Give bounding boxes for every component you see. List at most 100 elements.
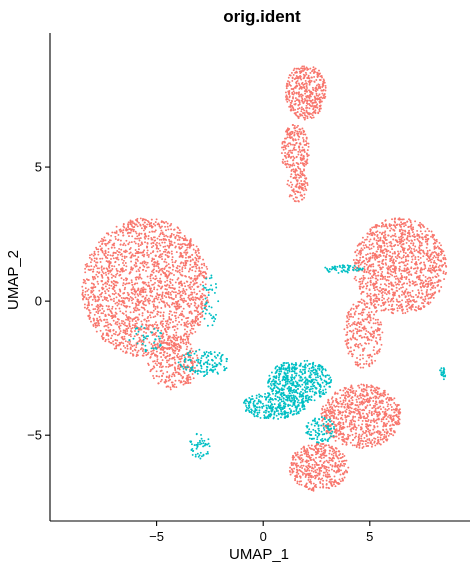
scatter-point <box>173 350 176 352</box>
scatter-point <box>134 309 137 312</box>
scatter-point <box>358 401 361 404</box>
scatter-point <box>373 238 376 241</box>
scatter-point <box>360 277 363 280</box>
scatter-point <box>162 354 165 357</box>
scatter-point <box>157 263 160 265</box>
scatter-point <box>151 300 154 303</box>
scatter-point <box>288 74 291 77</box>
scatter-point <box>375 250 378 253</box>
scatter-point <box>406 282 409 285</box>
scatter-point <box>178 363 181 366</box>
scatter-point <box>142 255 145 258</box>
scatter-point <box>181 274 184 277</box>
scatter-point <box>413 233 416 236</box>
scatter-point <box>361 248 364 251</box>
scatter-point <box>294 127 297 130</box>
scatter-point <box>369 228 372 231</box>
scatter-point <box>394 235 397 238</box>
scatter-point <box>92 289 95 292</box>
scatter-point <box>110 234 113 237</box>
scatter-point <box>368 240 371 243</box>
scatter-point <box>119 239 122 242</box>
scatter-point <box>118 247 121 250</box>
scatter-point <box>164 271 166 274</box>
scatter-point <box>286 127 289 130</box>
scatter-point <box>334 439 337 442</box>
scatter-point <box>118 341 121 344</box>
scatter-point <box>377 318 379 321</box>
scatter-point <box>196 255 199 258</box>
scatter-point <box>145 354 148 356</box>
scatter-point <box>416 267 419 270</box>
scatter-point <box>193 361 196 364</box>
scatter-point <box>205 265 208 268</box>
scatter-point <box>352 438 355 441</box>
scatter-point <box>411 282 414 285</box>
scatter-point <box>93 250 96 253</box>
scatter-point <box>109 341 112 344</box>
scatter-point <box>174 269 177 272</box>
scatter-point <box>129 335 132 338</box>
scatter-point <box>315 94 318 97</box>
scatter-point <box>430 258 433 261</box>
scatter-point <box>142 286 145 289</box>
scatter-point <box>294 108 297 111</box>
scatter-point <box>406 238 409 241</box>
scatter-point <box>388 414 391 417</box>
scatter-point <box>96 261 99 264</box>
scatter-point <box>385 284 388 287</box>
scatter-point <box>384 258 387 261</box>
scatter-point <box>317 94 320 97</box>
scatter-point <box>113 290 116 292</box>
scatter-point <box>168 357 171 360</box>
scatter-point <box>423 268 426 271</box>
scatter-point <box>98 241 100 244</box>
scatter-point <box>386 276 389 278</box>
scatter-point <box>401 231 404 234</box>
scatter-point <box>401 312 404 315</box>
scatter-point <box>146 266 149 269</box>
scatter-point <box>166 222 169 225</box>
scatter-point <box>129 295 132 298</box>
scatter-point <box>116 323 119 326</box>
scatter-point <box>295 161 298 164</box>
scatter-point <box>375 300 378 302</box>
scatter-point <box>175 386 178 389</box>
scatter-point <box>134 316 137 319</box>
scatter-point <box>155 321 157 324</box>
scatter-point <box>99 261 102 263</box>
scatter-point <box>168 317 171 320</box>
scatter-point <box>430 235 432 238</box>
scatter-point <box>186 374 189 377</box>
scatter-point <box>145 226 148 228</box>
scatter-point <box>185 348 188 351</box>
scatter-point <box>399 242 401 245</box>
scatter-point <box>186 380 189 383</box>
scatter-point <box>282 148 285 151</box>
scatter-point <box>162 315 165 318</box>
scatter-point <box>127 293 130 296</box>
scatter-point <box>296 180 299 183</box>
scatter-point <box>188 286 191 289</box>
scatter-point <box>373 313 376 316</box>
scatter-point <box>144 291 147 293</box>
scatter-point <box>134 249 137 251</box>
scatter-point <box>158 269 161 272</box>
scatter-point <box>300 176 302 178</box>
scatter-point <box>294 113 297 116</box>
scatter-point <box>432 251 435 254</box>
scatter-point <box>105 328 108 331</box>
scatter-point <box>295 91 298 94</box>
scatter-point <box>359 342 362 345</box>
scatter-point <box>160 273 162 276</box>
scatter-point <box>318 69 320 72</box>
scatter-point <box>380 274 383 277</box>
scatter-point <box>139 348 142 351</box>
scatter-point <box>107 299 109 302</box>
scatter-point <box>189 245 192 248</box>
scatter-point <box>176 337 179 340</box>
scatter-point <box>359 283 362 286</box>
scatter-point <box>166 279 169 282</box>
scatter-point <box>195 265 197 268</box>
scatter-point <box>119 243 122 246</box>
